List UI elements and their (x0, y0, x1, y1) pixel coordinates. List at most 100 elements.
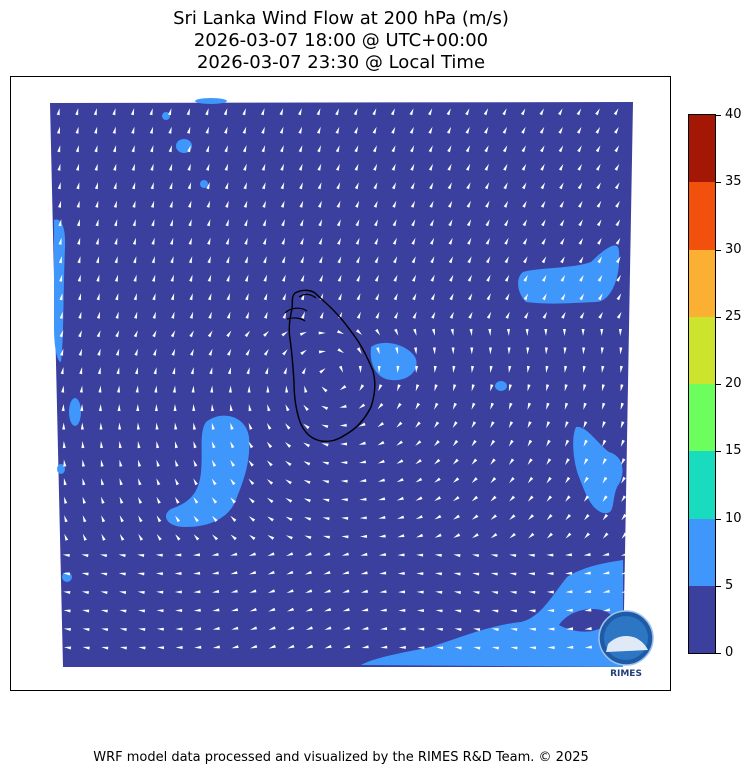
wind-arrow (100, 572, 108, 576)
wind-arrow (300, 274, 305, 282)
wind-arrow (602, 476, 608, 484)
wind-arrow (281, 237, 286, 245)
wind-arrow (132, 200, 136, 208)
wind-arrow (490, 495, 497, 502)
wind-arrow (282, 349, 288, 356)
wind-arrow (614, 182, 620, 190)
wind-arrow (509, 514, 516, 521)
wind-arrow (504, 274, 510, 282)
wind-arrow (374, 219, 379, 227)
wind-arrow (428, 126, 433, 134)
wind-arrow (132, 182, 136, 190)
wind-arrow (502, 145, 508, 153)
wind-arrow (450, 328, 454, 336)
wind-arrow (76, 219, 80, 227)
wind-arrow (150, 200, 155, 208)
wind-arrow (565, 571, 573, 575)
wind-arrow (174, 478, 180, 486)
wind-arrow (434, 514, 442, 520)
wind-arrow (377, 440, 385, 446)
wind-arrow (98, 385, 102, 393)
wind-arrow (490, 384, 494, 392)
colorbar-tick-label: 35 (725, 174, 742, 190)
wind-arrow (267, 534, 275, 540)
wind-arrow (564, 421, 569, 429)
wind-arrow (522, 200, 527, 208)
wind-arrow (151, 219, 155, 227)
wind-arrow (266, 422, 272, 430)
wind-arrow (263, 311, 268, 319)
wind-arrow (224, 182, 229, 190)
speed-region-east-of-island (370, 342, 417, 381)
wind-arrow (81, 554, 89, 558)
wind-arrow (410, 145, 415, 153)
wind-arrow (578, 256, 584, 264)
wind-arrow (391, 163, 396, 171)
wind-arrow (267, 570, 275, 575)
wind-arrow (602, 608, 611, 612)
wind-arrow (242, 126, 247, 134)
wind-arrow (64, 533, 69, 541)
wind-arrow (602, 439, 607, 447)
wind-arrow (411, 237, 416, 245)
wind-arrow (527, 572, 536, 576)
wind-arrow (285, 535, 293, 540)
wind-arrow (396, 402, 402, 410)
wind-arrow (601, 365, 605, 373)
wind-arrow (564, 384, 568, 392)
wind-arrow (174, 553, 182, 557)
wind-arrow (137, 554, 145, 558)
wind-arrow (58, 200, 62, 208)
wind-arrow (226, 274, 230, 282)
wind-arrow (565, 458, 570, 466)
wind-arrow (454, 609, 462, 613)
wind-arrow (396, 496, 404, 501)
wind-arrow (112, 145, 117, 153)
wind-arrow (448, 219, 453, 227)
wind-arrow (410, 163, 415, 171)
wind-arrow (340, 461, 348, 465)
wind-arrow (119, 591, 127, 595)
colorbar-segment (689, 115, 715, 183)
wind-arrow (318, 256, 323, 264)
wind-arrow (170, 256, 174, 264)
wind-arrow (286, 607, 294, 612)
wind-arrow (584, 608, 592, 612)
wind-arrow (454, 628, 462, 632)
wind-arrow (398, 645, 406, 649)
wind-arrow (64, 496, 68, 504)
wind-arrow (354, 145, 359, 153)
wind-arrow (324, 644, 332, 649)
wind-arrow (156, 609, 164, 613)
wind-arrow (321, 443, 329, 447)
title-line-3: 2026-03-07 23:30 @ Local Time (196, 52, 486, 73)
wind-arrow (340, 479, 348, 483)
sri-lanka-coastline (288, 289, 376, 443)
wind-arrow (206, 182, 210, 190)
wind-arrow (542, 293, 547, 301)
wind-arrow (193, 534, 200, 541)
wind-arrow (189, 311, 194, 319)
wind-arrow (187, 182, 192, 190)
speed-region-southeast-gap (559, 609, 611, 632)
wind-arrow (466, 219, 472, 227)
wind-arrow (150, 182, 154, 190)
wind-arrow (100, 441, 104, 449)
wind-arrow (230, 571, 238, 575)
wind-arrow (359, 479, 367, 483)
wind-arrow (304, 535, 312, 540)
wind-arrow (188, 237, 192, 245)
wind-arrow (504, 237, 509, 245)
wind-arrow (193, 478, 198, 486)
wind-arrow (101, 496, 105, 504)
wind-arrow (484, 163, 489, 171)
wind-arrow (490, 572, 498, 576)
wind-arrow (614, 126, 619, 134)
wind-arrow (453, 533, 461, 538)
wind-arrow (416, 553, 424, 557)
wind-arrow (157, 646, 165, 650)
wind-arrow (285, 404, 290, 412)
wind-arrow (58, 237, 62, 245)
wind-arrow (98, 404, 102, 412)
wind-arrow (508, 384, 513, 392)
